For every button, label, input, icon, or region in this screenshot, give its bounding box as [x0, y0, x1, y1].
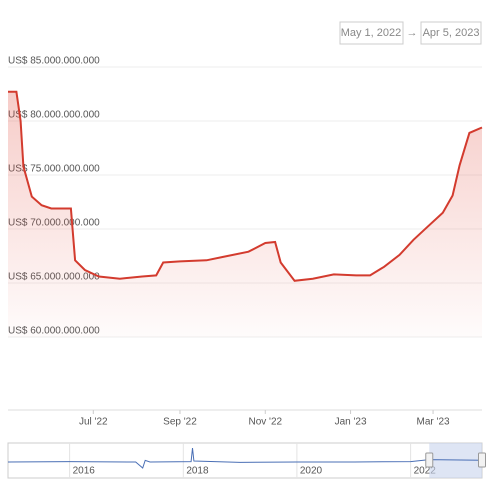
navigator-tick-label: 2020	[300, 466, 323, 477]
navigator-tick-label: 2018	[186, 466, 209, 477]
range-to[interactable]: Apr 5, 2023	[423, 27, 480, 39]
range-to-box[interactable]	[420, 21, 482, 45]
navigator-line	[7, 447, 483, 469]
navigator-tick-label: 2016	[73, 466, 96, 477]
x-tick-label: Jul '22	[79, 417, 108, 428]
x-tick-label: Mar '23	[417, 417, 450, 428]
area-fill	[8, 91, 482, 337]
navigator-handle[interactable]	[478, 452, 486, 468]
navigator-tick-label: 2022	[414, 466, 437, 477]
range-separator: →	[407, 27, 418, 39]
x-tick-label: Sep '22	[163, 417, 197, 428]
navigator-handle[interactable]	[425, 452, 434, 468]
price-line	[8, 90, 483, 282]
range-from-box[interactable]	[339, 21, 404, 45]
y-tick-label: US$ 75.000.000.000	[8, 164, 100, 175]
y-tick-label: US$ 85.000.000.000	[8, 56, 100, 67]
y-tick-label: US$ 80.000.000.000	[8, 110, 100, 121]
navigator-frame	[7, 442, 483, 479]
x-tick-label: Nov '22	[248, 417, 282, 428]
x-tick-label: Jan '23	[335, 417, 367, 428]
range-from[interactable]: May 1, 2022	[341, 27, 402, 39]
